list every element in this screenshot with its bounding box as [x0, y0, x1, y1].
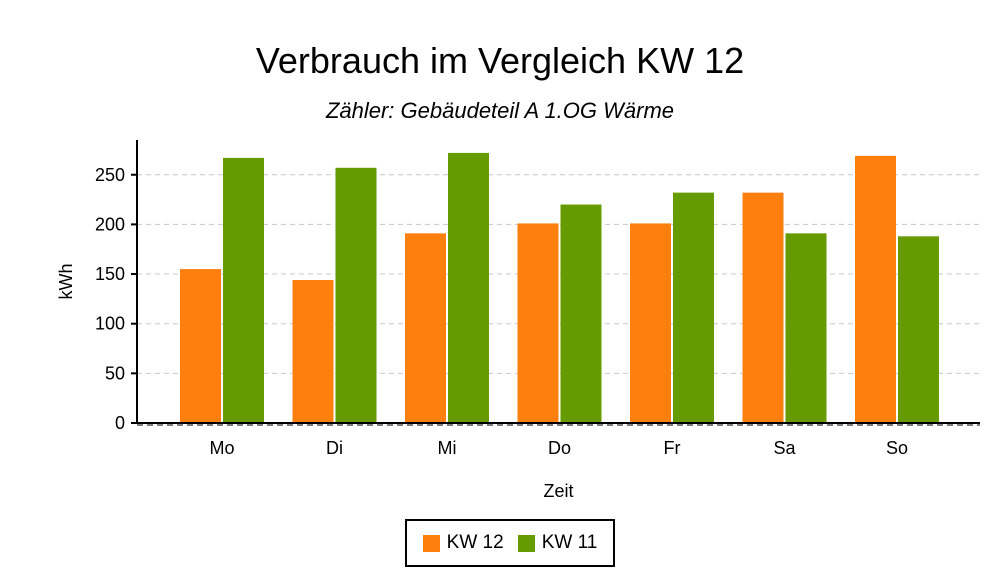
x-tick-label: Sa	[773, 438, 796, 458]
chart-subtitle: Zähler: Gebäudeteil A 1.OG Wärme	[325, 98, 675, 123]
legend: KW 12 KW 11	[405, 519, 615, 567]
y-axis-label: kWh	[56, 264, 76, 300]
legend-swatch-kw12	[422, 534, 440, 552]
bar-kw12-do	[517, 223, 559, 423]
x-tick-label: So	[886, 438, 908, 458]
legend-item-kw12: KW 12	[422, 532, 504, 554]
bar-kw11-fr	[673, 192, 714, 423]
x-tick-label: Do	[548, 438, 571, 458]
y-tick-label: 100	[95, 314, 125, 334]
y-tick-label: 0	[115, 413, 125, 433]
bar-kw12-so	[855, 155, 896, 423]
bar-kw12-di	[292, 280, 334, 423]
bar-kw11-mo	[223, 157, 264, 423]
bar-kw12-fr	[630, 223, 671, 423]
bar-kw12-mo	[180, 269, 221, 423]
legend-swatch-kw11	[517, 534, 535, 552]
y-tick-label: 150	[95, 264, 125, 284]
bar-kw11-di	[335, 167, 377, 423]
legend-label-kw12: KW 12	[446, 532, 504, 553]
x-axis-label: Zeit	[543, 481, 573, 501]
bar-kw12-sa	[742, 192, 784, 423]
chart-title: Verbrauch im Vergleich KW 12	[255, 40, 745, 81]
x-tick-label: Fr	[664, 438, 681, 458]
bars	[180, 152, 939, 424]
bar-kw11-sa	[785, 233, 827, 423]
legend-item-kw11: KW 11	[517, 532, 598, 554]
y-tick-label: 50	[105, 363, 125, 383]
bar-kw11-mi	[448, 152, 489, 424]
x-tick-label: Di	[326, 438, 343, 458]
legend-label-kw11: KW 11	[541, 532, 598, 553]
y-axis-ticks: 0 50 100 150 200 250	[95, 165, 137, 433]
x-axis-ticks: Mo Di Mi Do Fr Sa So	[209, 438, 908, 458]
grid-lines	[137, 174, 980, 426]
y-tick-label: 250	[95, 165, 125, 185]
x-tick-label: Mi	[438, 438, 457, 458]
bar-kw11-do	[560, 204, 602, 423]
bar-kw12-mi	[405, 233, 446, 423]
bar-kw11-so	[898, 236, 939, 423]
x-tick-label: Mo	[209, 438, 234, 458]
y-tick-label: 200	[95, 214, 125, 234]
